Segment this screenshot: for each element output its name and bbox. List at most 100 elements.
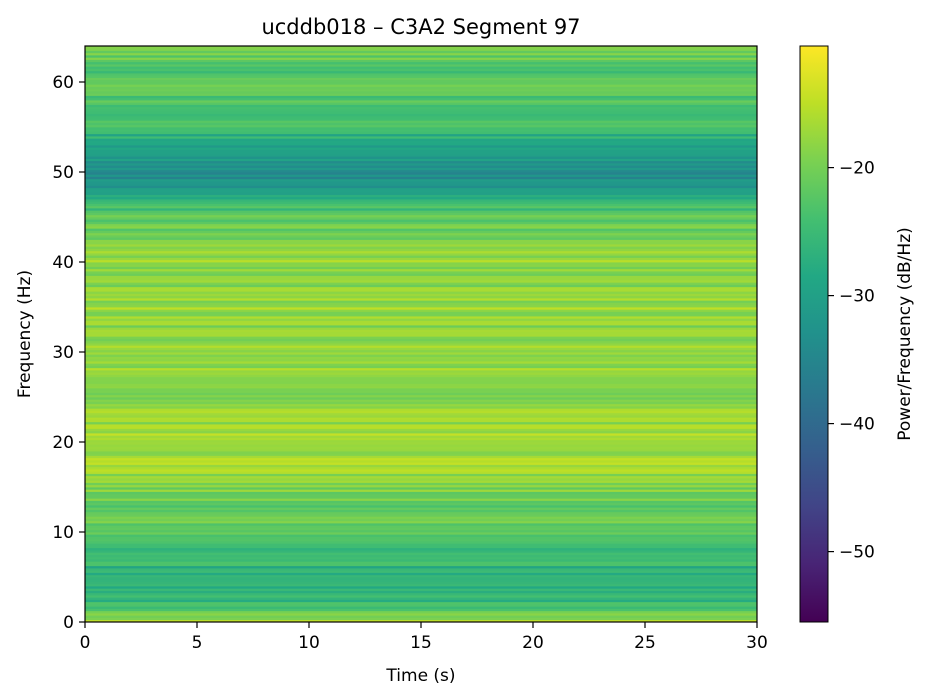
spectrogram-row <box>85 518 757 522</box>
spectrogram-row <box>85 500 757 504</box>
spectrogram-row <box>85 365 757 369</box>
spectrogram-row <box>85 147 757 150</box>
spectrogram-row <box>85 444 757 447</box>
spectrogram-row <box>85 221 757 225</box>
spectrogram-row <box>85 482 757 486</box>
spectrogram-row <box>85 185 757 189</box>
spectrogram-row <box>85 199 757 202</box>
spectrogram-row <box>85 469 757 472</box>
colorbar-tick-label: −20 <box>839 159 875 179</box>
y-axis-label: Frequency (Hz) <box>15 270 35 398</box>
spectrogram-row <box>85 259 757 263</box>
y-tick-label: 30 <box>52 343 74 363</box>
spectrogram-row <box>85 52 757 56</box>
spectrogram-row <box>85 309 757 312</box>
colorbar-label: Power/Frequency (dB/Hz) <box>895 227 915 441</box>
spectrogram-row <box>85 214 757 218</box>
spectrogram-row <box>85 379 757 382</box>
spectrogram-row <box>85 455 757 459</box>
spectrogram-row <box>85 464 757 468</box>
spectrogram-row <box>85 545 757 549</box>
spectrogram-row <box>85 293 757 297</box>
spectrogram-row <box>85 592 757 596</box>
spectrogram-plot-area <box>85 46 757 623</box>
spectrogram-row <box>85 64 757 67</box>
colorbar-tick-label: −50 <box>839 543 875 563</box>
spectrogram-row <box>85 529 757 533</box>
spectrogram-row <box>85 401 757 405</box>
spectrogram-row <box>85 473 757 477</box>
spectrogram-row <box>85 408 757 411</box>
spectrogram-row <box>85 574 757 578</box>
spectrogram-row <box>85 61 757 65</box>
spectrogram-row <box>85 313 757 317</box>
spectrogram-row <box>85 235 757 238</box>
spectrogram-row <box>85 489 757 492</box>
spectrogram-row <box>85 572 757 576</box>
spectrogram-row <box>85 430 757 434</box>
spectrogram-row <box>85 397 757 400</box>
spectrogram-row <box>85 82 757 85</box>
spectrogram-row <box>85 451 757 454</box>
spectrogram-row <box>85 381 757 384</box>
spectrogram-row <box>85 412 757 416</box>
spectrogram-row <box>85 68 757 72</box>
spectrogram-row <box>85 462 757 465</box>
spectrogram-row <box>85 156 757 159</box>
colorbar-tick-label: −30 <box>839 287 875 307</box>
spectrogram-row <box>85 547 757 551</box>
spectrogram-row <box>85 174 757 177</box>
spectrogram-row <box>85 498 757 501</box>
spectrogram-row <box>85 514 757 517</box>
spectrogram-row <box>85 311 757 315</box>
spectrogram-row <box>85 437 757 441</box>
spectrogram-row <box>85 520 757 524</box>
spectrogram-row <box>85 230 757 234</box>
spectrogram-row <box>85 426 757 429</box>
spectrogram-row <box>85 608 757 612</box>
spectrogram-row <box>85 617 757 621</box>
spectrogram-row <box>85 466 757 470</box>
spectrogram-row <box>85 595 757 598</box>
spectrogram-row <box>85 493 757 497</box>
spectrogram-row <box>85 244 757 247</box>
spectrogram-row <box>85 471 757 474</box>
spectrogram-row <box>85 394 757 398</box>
spectrogram-row <box>85 298 757 301</box>
spectrogram-row <box>85 372 757 375</box>
spectrogram-row <box>85 536 757 540</box>
spectrogram-row <box>85 363 757 366</box>
spectrogram-row <box>85 232 757 236</box>
spectrogram-row <box>85 190 757 193</box>
spectrogram-row <box>85 77 757 81</box>
spectrogram-row <box>85 140 757 144</box>
colorbar-axis: −50 −40 −30 −20 <box>828 159 875 563</box>
spectrogram-row <box>85 151 757 155</box>
spectrogram-row <box>85 358 757 362</box>
spectrogram-row <box>85 349 757 353</box>
spectrogram-row <box>85 284 757 288</box>
y-tick-label: 50 <box>52 163 74 183</box>
spectrogram-row <box>85 331 757 335</box>
spectrogram-row <box>85 158 757 162</box>
spectrogram-row <box>85 491 757 495</box>
x-tick-label: 20 <box>522 633 544 653</box>
spectrogram-row <box>85 302 757 306</box>
spectrogram-row <box>85 527 757 531</box>
spectrogram-row <box>85 100 757 103</box>
spectrogram-row <box>85 356 757 360</box>
spectrogram-row <box>85 487 757 490</box>
spectrogram-row <box>85 127 757 130</box>
spectrogram-row <box>85 316 757 319</box>
y-tick-label: 0 <box>63 613 74 633</box>
spectrogram-row <box>85 50 757 54</box>
spectrogram-row <box>85 579 757 582</box>
x-axis: 0 5 10 15 20 25 30 <box>80 622 768 653</box>
spectrogram-row <box>85 289 757 292</box>
y-tick-label: 20 <box>52 433 74 453</box>
spectrogram-row <box>85 55 757 58</box>
spectrogram-row <box>85 111 757 114</box>
spectrogram-row <box>85 217 757 220</box>
spectrogram-row <box>85 392 757 396</box>
spectrogram-row <box>85 417 757 420</box>
